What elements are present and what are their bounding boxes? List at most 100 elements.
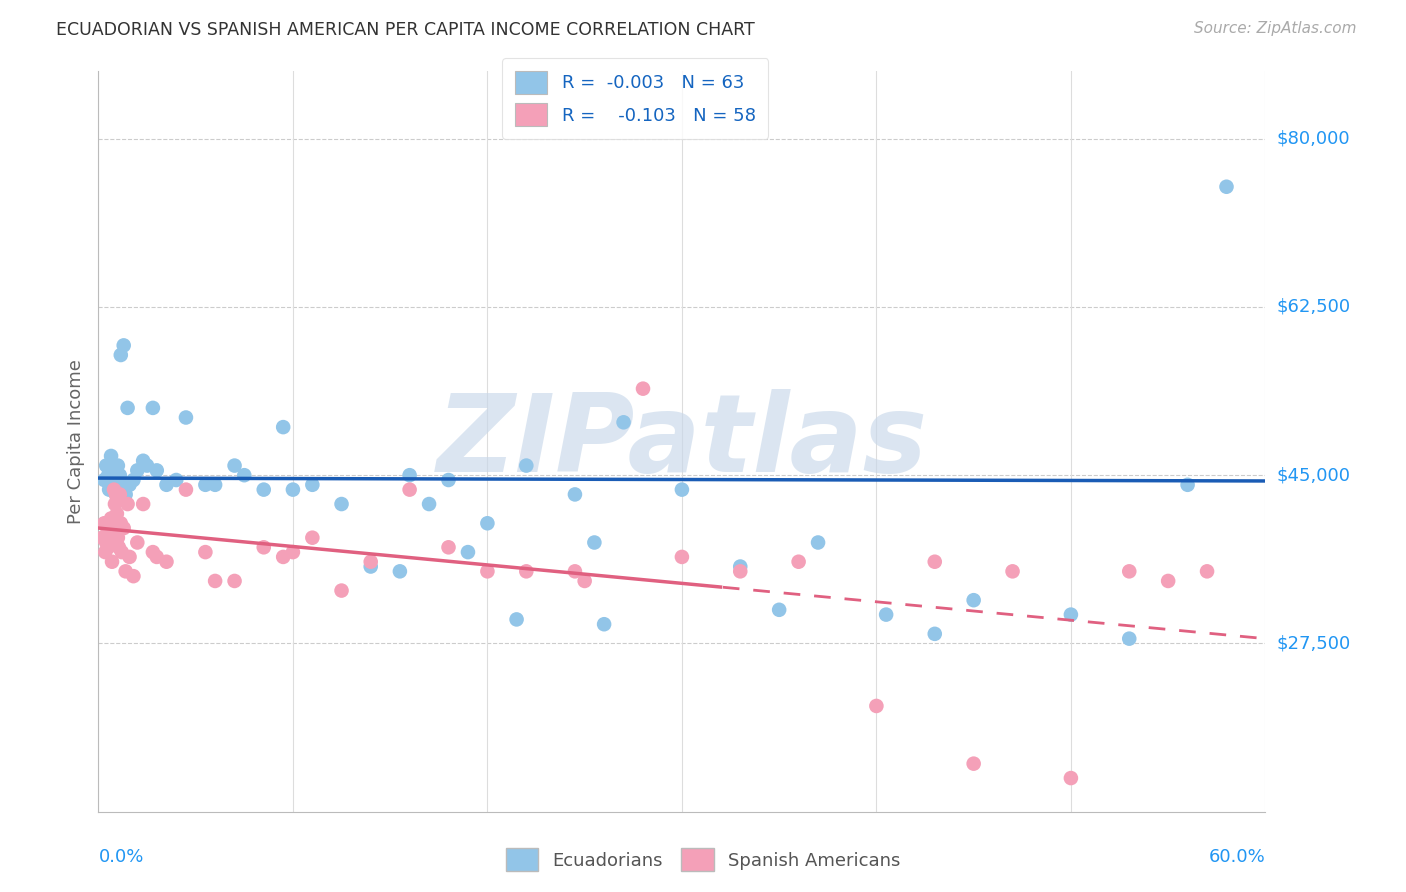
Point [132,454,155,468]
Point [108,468,131,483]
Point [360,559,382,574]
Point [1060,771,1083,785]
Point [165,473,187,487]
Point [98,535,121,549]
Point [97,468,120,483]
Point [101,555,124,569]
Point [593,617,616,632]
Point [105,468,128,483]
Point [962,756,984,771]
Point [98,478,121,492]
Point [104,463,127,477]
Point [108,487,131,501]
Point [104,487,127,501]
Point [112,521,135,535]
Point [108,541,131,555]
Point [253,541,276,555]
Point [132,497,155,511]
Text: 60.0%: 60.0% [1209,847,1265,866]
Point [94,545,117,559]
Point [114,565,136,579]
Point [962,593,984,607]
Point [118,478,141,492]
Point [136,458,159,473]
Point [1118,565,1140,579]
Point [807,535,830,549]
Text: $27,500: $27,500 [1277,634,1351,652]
Point [477,516,499,531]
Point [117,401,139,415]
Point [103,483,125,497]
Point [174,410,197,425]
Point [96,535,118,549]
Legend: R =  -0.003   N = 63, R =    -0.103   N = 58: R = -0.003 N = 63, R = -0.103 N = 58 [502,58,768,139]
Point [101,483,124,497]
Point [122,569,145,583]
Point [142,401,165,415]
Point [437,473,460,487]
Point [671,483,693,497]
Point [1118,632,1140,646]
Point [122,473,145,487]
Y-axis label: Per Capita Income: Per Capita Income [66,359,84,524]
Point [194,478,217,492]
Point [174,483,197,497]
Point [564,487,586,501]
Point [418,497,440,511]
Point [103,478,125,492]
Point [108,478,131,492]
Point [281,545,304,559]
Point [330,583,353,598]
Point [505,612,527,626]
Point [155,478,177,492]
Point [875,607,897,622]
Point [110,516,132,531]
Point [127,463,149,477]
Point [93,516,115,531]
Point [96,458,118,473]
Point [730,565,752,579]
Point [98,483,121,497]
Point [281,483,304,497]
Point [224,574,246,588]
Point [107,458,129,473]
Point [388,565,411,579]
Point [194,545,217,559]
Point [301,478,323,492]
Point [477,565,499,579]
Point [631,382,654,396]
Point [111,483,134,497]
Point [253,483,276,497]
Point [515,565,537,579]
Point [271,549,294,564]
Point [112,338,135,352]
Point [101,473,124,487]
Point [114,487,136,501]
Point [515,458,537,473]
Point [583,535,606,549]
Point [574,574,596,588]
Point [101,535,124,549]
Point [1157,574,1180,588]
Point [398,483,420,497]
Text: ZIPatlas: ZIPatlas [436,389,928,494]
Point [96,525,118,540]
Text: $80,000: $80,000 [1277,129,1350,148]
Point [107,531,129,545]
Point [204,478,226,492]
Point [768,603,790,617]
Point [117,497,139,511]
Point [360,555,382,569]
Point [457,545,479,559]
Point [1195,565,1218,579]
Point [98,521,121,535]
Point [118,549,141,564]
Point [671,549,693,564]
Point [865,698,887,713]
Point [97,541,120,555]
Point [155,555,177,569]
Text: ECUADORIAN VS SPANISH AMERICAN PER CAPITA INCOME CORRELATION CHART: ECUADORIAN VS SPANISH AMERICAN PER CAPIT… [56,21,755,38]
Point [91,531,114,545]
Point [1060,607,1083,622]
Point [110,348,132,362]
